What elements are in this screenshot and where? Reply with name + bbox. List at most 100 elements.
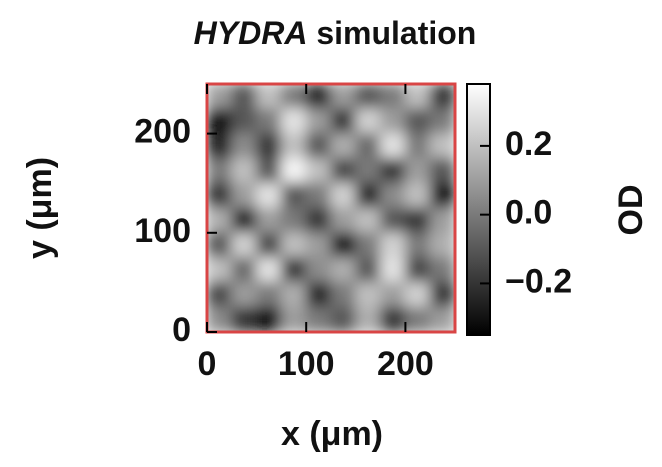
x-tick-label: 200 bbox=[377, 345, 434, 383]
y-tick-label: 200 bbox=[134, 113, 191, 151]
heat-cell bbox=[256, 207, 282, 234]
heat-cell bbox=[256, 306, 282, 332]
heat-cell bbox=[207, 281, 233, 308]
x-tick-label: 0 bbox=[198, 345, 217, 383]
colorbar-tick-label: 0.0 bbox=[505, 194, 552, 232]
heat-cell bbox=[429, 182, 455, 209]
heat-cell bbox=[330, 207, 357, 234]
heat-cell bbox=[231, 108, 258, 135]
y-tick-label: 0 bbox=[172, 311, 191, 349]
heat-cell bbox=[429, 207, 455, 234]
heat-cell bbox=[231, 207, 258, 234]
heat-cell bbox=[280, 84, 307, 110]
heat-cell bbox=[380, 108, 406, 135]
heat-cell bbox=[305, 257, 332, 283]
heat-cell bbox=[207, 108, 233, 135]
heat-cell bbox=[256, 182, 282, 209]
heat-cell bbox=[305, 232, 332, 259]
heat-cell bbox=[355, 306, 382, 332]
heat-cell bbox=[404, 232, 431, 259]
heat-cell bbox=[207, 84, 233, 110]
title-emphasis: HYDRA bbox=[194, 15, 308, 51]
heat-cell bbox=[380, 133, 406, 159]
heat-cell bbox=[380, 306, 406, 332]
heat-cell bbox=[305, 207, 332, 234]
heat-cell bbox=[256, 281, 282, 308]
heat-cell bbox=[231, 257, 258, 283]
heat-cell bbox=[207, 182, 233, 209]
heat-cell bbox=[429, 306, 455, 332]
heat-cell bbox=[280, 108, 307, 135]
heat-cell bbox=[380, 182, 406, 209]
heat-cell bbox=[330, 306, 357, 332]
heat-cell bbox=[231, 157, 258, 184]
heat-cell bbox=[380, 232, 406, 259]
x-axis-label: x (μm) bbox=[281, 415, 383, 453]
heat-cell bbox=[380, 281, 406, 308]
heat-cell bbox=[280, 232, 307, 259]
colorbar bbox=[466, 83, 491, 336]
plot-frame bbox=[205, 82, 457, 334]
heat-cell bbox=[231, 182, 258, 209]
heat-cell bbox=[380, 257, 406, 283]
heat-cell bbox=[256, 157, 282, 184]
colorbar-tick-label: −0.2 bbox=[505, 262, 572, 300]
heat-cell bbox=[305, 182, 332, 209]
heat-cell bbox=[355, 232, 382, 259]
heat-cell bbox=[330, 232, 357, 259]
heat-cell bbox=[280, 257, 307, 283]
heat-cell bbox=[330, 281, 357, 308]
y-tick-label: 100 bbox=[134, 212, 191, 250]
heat-cell bbox=[355, 157, 382, 184]
heat-cell bbox=[330, 157, 357, 184]
heat-cell bbox=[404, 182, 431, 209]
heatmap-cells bbox=[207, 84, 455, 332]
heat-cell bbox=[207, 306, 233, 332]
heat-cell bbox=[280, 207, 307, 234]
heat-cell bbox=[429, 108, 455, 135]
heat-cell bbox=[256, 84, 282, 110]
heat-cell bbox=[380, 84, 406, 110]
heat-cell bbox=[429, 133, 455, 159]
heat-cell bbox=[355, 108, 382, 135]
heat-cell bbox=[280, 306, 307, 332]
heat-cell bbox=[404, 133, 431, 159]
y-axis-label: y (μm) bbox=[21, 157, 59, 259]
heat-cell bbox=[305, 84, 332, 110]
heat-cell bbox=[330, 133, 357, 159]
heat-cell bbox=[207, 257, 233, 283]
heat-cell bbox=[404, 207, 431, 234]
heat-cell bbox=[231, 232, 258, 259]
heat-cell bbox=[330, 182, 357, 209]
chart-title: HYDRA simulation bbox=[194, 15, 477, 51]
heat-cell bbox=[207, 157, 233, 184]
heat-cell bbox=[330, 108, 357, 135]
heat-cell bbox=[280, 182, 307, 209]
heat-cell bbox=[207, 207, 233, 234]
heat-cell bbox=[404, 281, 431, 308]
heat-cell bbox=[404, 306, 431, 332]
heat-cell bbox=[429, 257, 455, 283]
heat-cell bbox=[404, 108, 431, 135]
heat-cell bbox=[355, 207, 382, 234]
heat-cell bbox=[256, 133, 282, 159]
heat-cell bbox=[404, 157, 431, 184]
heat-cell bbox=[207, 232, 233, 259]
heat-cell bbox=[231, 84, 258, 110]
heat-cell bbox=[429, 157, 455, 184]
heat-cell bbox=[404, 257, 431, 283]
x-tick-label: 100 bbox=[278, 345, 335, 383]
heat-cell bbox=[380, 207, 406, 234]
heat-cell bbox=[429, 281, 455, 308]
heat-cell bbox=[330, 257, 357, 283]
heat-cell bbox=[305, 133, 332, 159]
heat-cell bbox=[429, 84, 455, 110]
heat-cell bbox=[280, 281, 307, 308]
colorbar-label: OD bbox=[612, 185, 650, 236]
heat-cell bbox=[305, 306, 332, 332]
title-rest: simulation bbox=[316, 15, 476, 51]
heat-cell bbox=[305, 108, 332, 135]
heat-cell bbox=[280, 157, 307, 184]
heat-cell bbox=[429, 232, 455, 259]
